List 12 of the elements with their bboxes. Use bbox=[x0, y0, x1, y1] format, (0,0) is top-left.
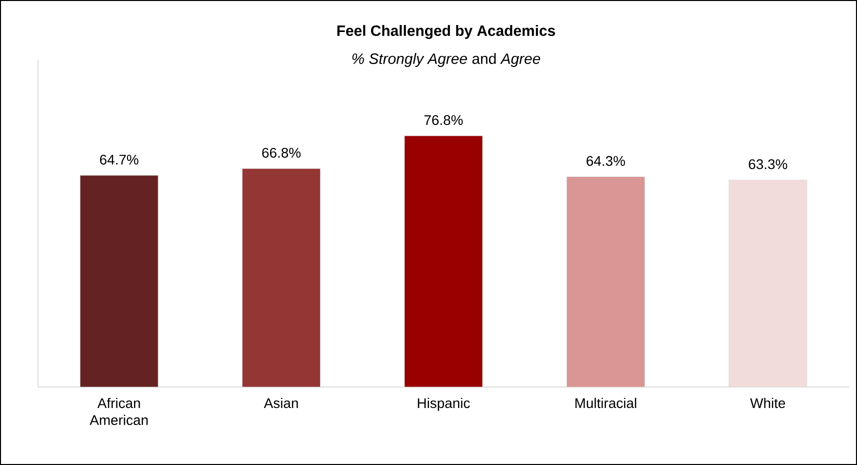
x-tick-label: Multiracial bbox=[575, 398, 636, 408]
chart-subtitle: % Strongly Agree and Agree bbox=[352, 53, 540, 67]
data-label: 64.3% bbox=[586, 156, 625, 166]
data-label: 64.7% bbox=[100, 154, 138, 165]
chart-title: Feel Challenged by Academics bbox=[337, 24, 555, 39]
data-label: 63.3% bbox=[748, 159, 788, 170]
x-tick-label: White bbox=[750, 398, 786, 408]
x-tick-label: Hispanic bbox=[418, 398, 470, 411]
x-tick-label: African American bbox=[90, 398, 148, 426]
x-tick-label: Asian bbox=[264, 398, 298, 408]
data-label: 76.8% bbox=[424, 115, 463, 126]
data-label: 66.8% bbox=[262, 148, 301, 158]
